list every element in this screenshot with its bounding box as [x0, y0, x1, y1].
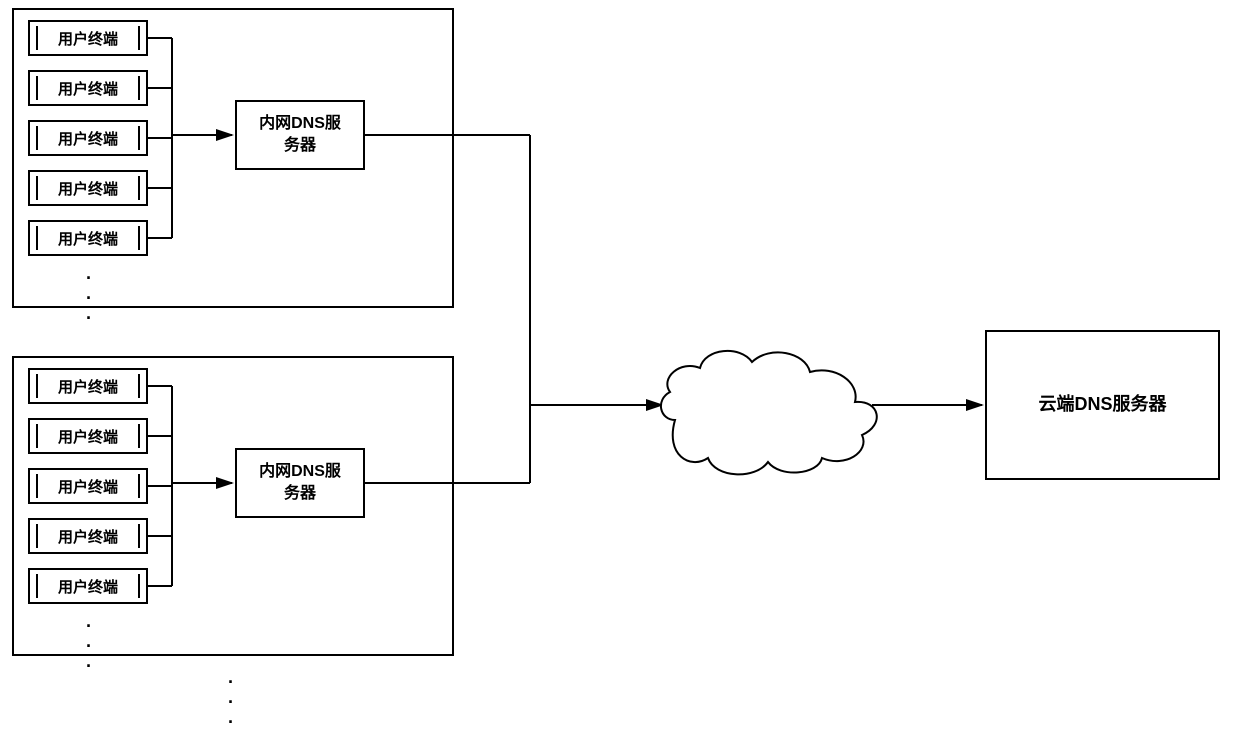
cloud-icon: [661, 351, 877, 474]
cloud-dns-label: 云端DNS服务器: [1038, 392, 1166, 417]
terminal-label: 用户终端: [58, 128, 118, 149]
cloud-dns-server: 云端DNS服务器: [985, 330, 1220, 480]
terminal-label: 用户终端: [58, 426, 118, 447]
user-terminal: 用户终端: [28, 70, 148, 106]
intranet-dns-label-line2: 务器: [284, 485, 316, 502]
intranet-dns-server-2: 内网DNS服 务器: [235, 448, 365, 518]
terminal-label: 用户终端: [58, 376, 118, 397]
intranet-dns-label-line1: 内网DNS服: [259, 463, 341, 480]
ellipsis-icon: ···: [86, 616, 92, 676]
user-terminal: 用户终端: [28, 368, 148, 404]
terminal-label: 用户终端: [58, 228, 118, 249]
intranet-dns-server-1: 内网DNS服 务器: [235, 100, 365, 170]
user-terminal: 用户终端: [28, 20, 148, 56]
terminal-label: 用户终端: [58, 476, 118, 497]
terminal-label: 用户终端: [58, 576, 118, 597]
intranet-dns-label-line1: 内网DNS服: [259, 115, 341, 132]
intranet-dns-label-line2: 务器: [284, 137, 316, 154]
terminal-label: 用户终端: [58, 78, 118, 99]
user-terminal: 用户终端: [28, 170, 148, 206]
terminal-label: 用户终端: [58, 178, 118, 199]
user-terminal: 用户终端: [28, 568, 148, 604]
ellipsis-icon: ···: [228, 672, 234, 732]
user-terminal: 用户终端: [28, 468, 148, 504]
user-terminal: 用户终端: [28, 220, 148, 256]
terminal-label: 用户终端: [58, 28, 118, 49]
user-terminal: 用户终端: [28, 418, 148, 454]
user-terminal: 用户终端: [28, 518, 148, 554]
terminal-label: 用户终端: [58, 526, 118, 547]
ellipsis-icon: ···: [86, 268, 92, 328]
user-terminal: 用户终端: [28, 120, 148, 156]
